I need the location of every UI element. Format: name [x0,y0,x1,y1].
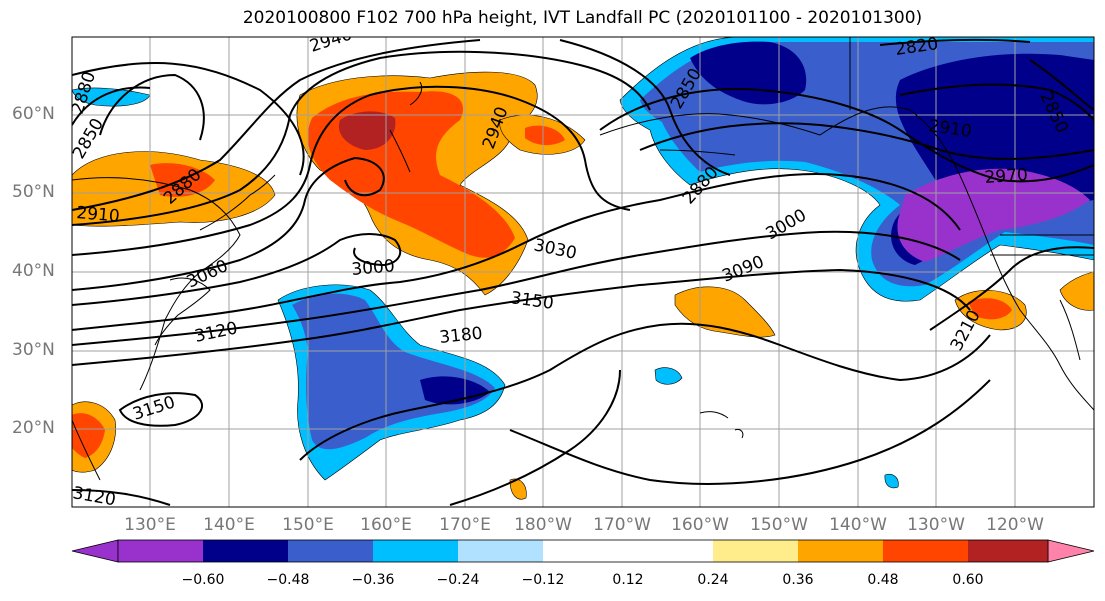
lon-label: 160°W [671,515,729,535]
colorbar-tick-label: 0.12 [612,572,644,588]
colorbar-extend-high [1047,539,1095,563]
plot-frame [71,36,1095,508]
colorbar-extend-low [71,539,119,563]
coastlines [72,37,1094,481]
colorbar-tick-label: 0.24 [697,572,729,588]
lon-label: 140°W [829,515,887,535]
lon-label: 150°W [750,515,808,535]
colorbar [71,539,1095,563]
colorbar-segment [713,540,798,562]
colorbar-segment [288,540,373,562]
contour-label: 2820 [894,34,940,60]
shade-northeast-negative [619,37,1094,302]
lat-label-20n: 20°N [12,418,55,438]
contour-label: 3000 [351,256,396,280]
map-title: 2020100800 F102 700 hPa height, IVT Land… [242,8,923,28]
colorbar-tick-label: −0.36 [351,572,395,588]
lat-label-50n: 50°N [12,182,55,202]
colorbar-tick-label: −0.48 [266,572,310,588]
colorbar-tick-label: 0.36 [782,572,814,588]
contour-label: 3180 [438,324,483,348]
colorbar-segment [798,540,883,562]
colorbar-segment [118,540,203,562]
lon-label: 120°W [986,515,1044,535]
lon-label: 180°W [514,515,572,535]
lon-label: 160°E [360,515,412,535]
colorbar-segment [203,540,288,562]
colorbar-segment [628,540,713,562]
gridlines [72,37,1094,507]
lon-label: 170°E [439,515,491,535]
colorbar-tick-label: −0.24 [436,572,480,588]
lat-label-30n: 30°N [12,340,55,360]
contour-label: 2970 [984,165,1029,188]
colorbar-tick-label: 0.48 [867,572,899,588]
colorbar-tick-label: −0.12 [521,572,565,588]
colorbar-segment [883,540,968,562]
colorbar-segment [968,540,1048,562]
height-contours [72,38,1094,506]
lon-label: 170°W [593,515,651,535]
contour-label: 3120 [71,483,117,510]
lat-label-40n: 40°N [12,261,55,281]
lon-label: 130°E [124,515,176,535]
lon-label: 140°E [203,515,255,535]
lon-label: 130°W [907,515,965,535]
colorbar-tick-label: 0.60 [952,572,984,588]
lon-label: 150°E [282,515,334,535]
colorbar-tick-label: −0.60 [181,572,225,588]
colorbar-segment [543,540,628,562]
contour-label: 2910 [76,203,121,227]
shade-central-positive [296,71,586,296]
colorbar-segment [458,540,543,562]
colorbar-segment [373,540,458,562]
lat-label-60n: 60°N [12,104,55,124]
